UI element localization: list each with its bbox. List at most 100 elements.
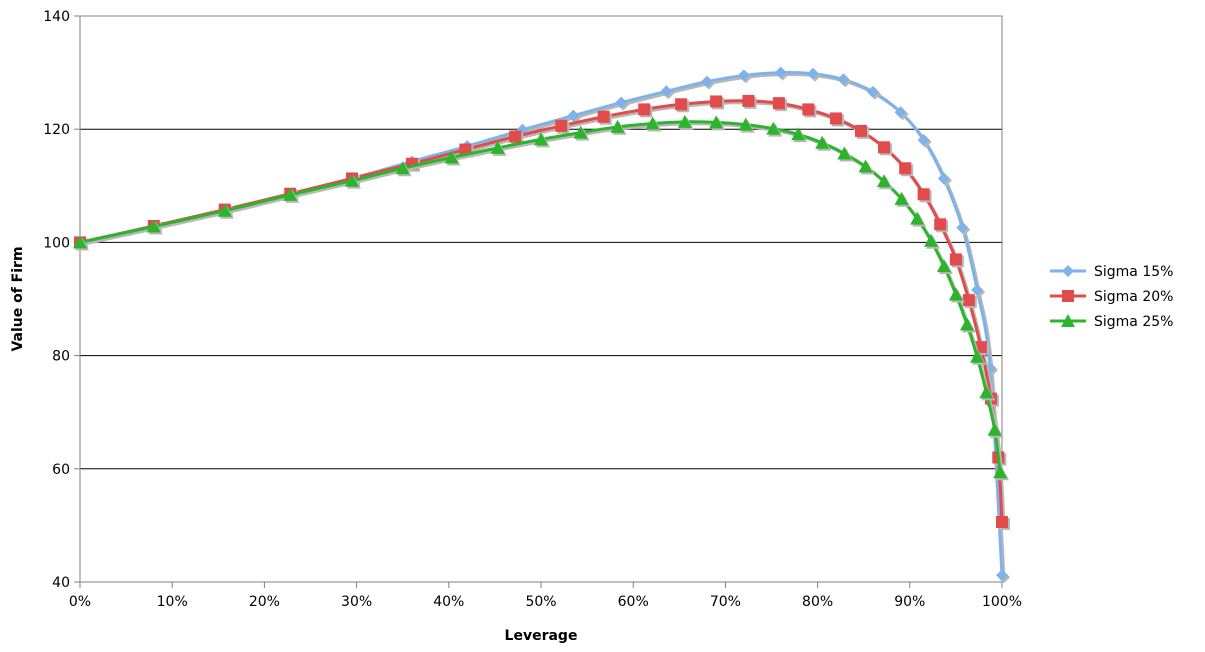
data-point	[509, 130, 522, 143]
data-point	[344, 173, 359, 187]
x-tick-label: 30%	[341, 594, 372, 610]
series-sigma-25-	[73, 114, 1010, 481]
data-point	[283, 187, 298, 201]
x-tick-label: 50%	[525, 594, 556, 610]
data-point	[806, 67, 819, 80]
data-point	[937, 172, 950, 185]
data-point	[917, 133, 930, 146]
plot-area-border	[79, 15, 1003, 583]
data-point	[395, 161, 410, 175]
data-point	[830, 112, 843, 125]
data-point	[959, 317, 974, 331]
series-line-shadow	[81, 122, 1004, 475]
data-point	[924, 233, 939, 247]
legend-label: Sigma 20%	[1094, 289, 1173, 305]
data-point	[737, 69, 750, 82]
data-point	[738, 117, 753, 131]
data-point	[876, 174, 891, 188]
data-point	[971, 283, 984, 296]
data-point	[936, 259, 951, 273]
data-point	[645, 116, 660, 130]
data-point	[894, 106, 907, 119]
legend-marker	[1062, 265, 1074, 277]
data-point	[987, 422, 1002, 436]
data-point	[970, 349, 985, 363]
data-point	[993, 465, 1008, 479]
data-point	[877, 141, 890, 154]
gridlines	[80, 128, 1002, 470]
data-point	[597, 110, 610, 123]
data-point	[894, 191, 909, 205]
data-point	[766, 121, 781, 135]
data-point	[217, 203, 232, 217]
series-group	[73, 66, 1010, 584]
x-tick-label: 90%	[894, 594, 925, 610]
series-line	[79, 70, 1004, 576]
data-point	[910, 211, 925, 225]
data-point	[638, 103, 651, 116]
legend-item: Sigma 15%	[1050, 264, 1173, 280]
y-tick-label: 120	[43, 122, 70, 138]
x-axis-ticks: 0% 10% 20% 30% 40% 50% 60% 70% 80% 90% 100%	[69, 582, 1022, 610]
legend-marker	[1061, 314, 1075, 327]
data-point	[858, 159, 873, 173]
x-tick-label: 0%	[69, 594, 91, 610]
data-point	[962, 294, 975, 307]
x-tick-label: 40%	[433, 594, 464, 610]
x-tick-label: 100%	[982, 594, 1022, 610]
data-point	[837, 146, 852, 160]
data-point	[615, 96, 628, 109]
legend-label: Sigma 25%	[1094, 314, 1173, 330]
data-point	[948, 287, 963, 301]
data-point	[146, 219, 161, 233]
data-point	[710, 95, 723, 108]
data-point	[534, 132, 548, 146]
data-point	[567, 109, 580, 122]
x-axis-title: Leverage	[505, 628, 578, 644]
data-point	[772, 97, 785, 110]
data-point	[610, 119, 625, 133]
data-point	[555, 119, 568, 132]
x-tick-label: 80%	[802, 594, 833, 610]
y-tick-label: 80	[52, 349, 70, 365]
series-line	[79, 99, 1004, 523]
x-tick-label: 20%	[249, 594, 280, 610]
series-line-shadow	[81, 72, 1006, 578]
y-tick-label: 100	[43, 235, 70, 251]
data-point	[791, 127, 806, 141]
data-point	[700, 75, 713, 88]
data-point	[490, 140, 505, 154]
data-point	[854, 124, 867, 137]
data-point	[660, 85, 673, 98]
x-tick-label: 10%	[157, 594, 188, 610]
data-point	[444, 150, 459, 164]
data-point	[956, 221, 969, 234]
data-point	[742, 94, 755, 107]
data-point	[979, 385, 994, 399]
x-tick-label: 70%	[710, 594, 741, 610]
legend-label: Sigma 15%	[1094, 264, 1173, 280]
data-point	[573, 125, 588, 139]
data-point	[677, 114, 692, 128]
legend-item: Sigma 25%	[1050, 314, 1173, 330]
data-point	[866, 85, 879, 98]
x-tick-label: 60%	[618, 594, 649, 610]
series-sigma-20-	[74, 94, 1010, 531]
y-tick-label: 140	[43, 9, 70, 25]
y-tick-label: 40	[52, 575, 70, 591]
y-axis-ticks: 40 60 80 100 120 140	[43, 9, 80, 591]
data-point	[996, 516, 1008, 529]
legend-marker	[1062, 290, 1074, 302]
data-point	[949, 253, 962, 266]
y-tick-label: 60	[52, 462, 70, 478]
data-point	[899, 162, 912, 175]
data-point	[774, 66, 787, 79]
data-point	[675, 98, 688, 111]
data-point	[837, 73, 850, 86]
data-point	[815, 135, 830, 149]
legend: Sigma 15% Sigma 20% Sigma 25%	[1050, 264, 1173, 330]
data-point	[934, 218, 947, 231]
data-point	[802, 103, 815, 116]
data-point	[917, 188, 930, 201]
